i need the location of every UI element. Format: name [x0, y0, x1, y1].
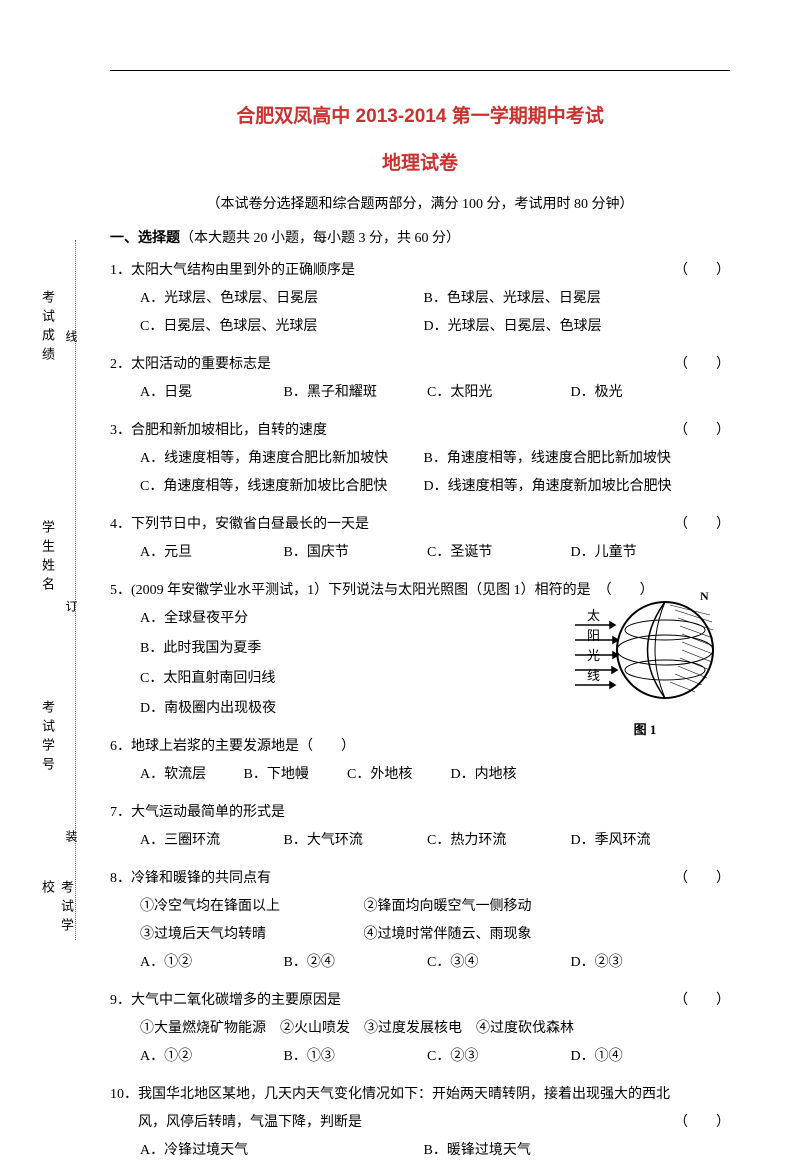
exam-subtitle: 地理试卷 — [110, 148, 730, 175]
marker-ding: 订 — [63, 600, 80, 612]
question-4: 4．下列节日中，安徽省白昼最长的一天是（ ） A．元旦 B．国庆节 C．圣诞节 … — [110, 511, 730, 567]
q2-opt-c: C．太阳光 — [427, 379, 567, 407]
q2-opt-a: A．日冕 — [140, 379, 280, 407]
svg-text:阳: 阳 — [587, 628, 600, 643]
q8-opt-c: C．③④ — [427, 949, 567, 977]
marker-zhuang: 装 — [63, 830, 80, 842]
q7-opt-b: B．大气环流 — [284, 827, 424, 855]
answer-paren: （ ） — [674, 511, 730, 539]
sidebar-label-score: 考试成绩 — [38, 290, 57, 366]
section-1-header: 一、选择题（本大题共 20 小题，每小题 3 分，共 60 分） — [110, 227, 730, 247]
q3-opt-b: B．角速度相等，线速度合肥比新加坡快 — [424, 445, 671, 473]
question-7: 7．大气运动最简单的形式是 A．三圈环流 B．大气环流 C．热力环流 D．季风环… — [110, 799, 730, 855]
question-9: 9．大气中二氧化碳增多的主要原因是（ ） ①大量燃烧矿物能源 ②火山喷发 ③过度… — [110, 987, 730, 1071]
exam-title: 合肥双凤高中 2013-2014 第一学期期中考试 — [110, 101, 730, 128]
q2-opt-d: D．极光 — [571, 379, 711, 407]
question-1: 1．太阳大气结构由里到外的正确顺序是（ ） A．光球层、色球层、日冕层 B．色球… — [110, 257, 730, 341]
q3-opt-d: D．线速度相等，角速度新加坡比合肥快 — [424, 473, 672, 501]
exam-instructions: （本试卷分选择题和综合题两部分，满分 100 分，考试用时 80 分钟） — [110, 193, 730, 213]
section-1-detail: （本大题共 20 小题，每小题 3 分，共 60 分） — [180, 231, 460, 246]
answer-paren: （ ） — [674, 987, 730, 1015]
q3-opt-c: C．角速度相等，线速度新加坡比合肥快 — [140, 473, 420, 501]
q7-opt-a: A．三圈环流 — [140, 827, 280, 855]
q8-s2: ②锋面均向暖空气一侧移动 — [364, 899, 532, 914]
q6-opt-a: A．软流层 — [140, 761, 240, 789]
answer-paren: （ ） — [674, 257, 730, 285]
q10-text2: 风，风停后转晴，气温下降，判断是（ ） — [110, 1109, 730, 1137]
svg-text:光: 光 — [587, 648, 600, 663]
sidebar-label-name: 学生姓名 — [38, 520, 57, 596]
q9-opt-d: D．①④ — [571, 1043, 711, 1071]
question-6: 6．地球上岩浆的主要发源地是（ ） A．软流层 B．下地幔 C．外地核 D．内地… — [110, 733, 730, 789]
q1-opt-c: C．日冕层、色球层、光球层 — [140, 313, 420, 341]
q8-opt-b: B．②④ — [284, 949, 424, 977]
answer-paren: （ ） — [674, 351, 730, 379]
answer-paren: （ ） — [674, 1109, 730, 1137]
q8-text: 8．冷锋和暖锋的共同点有（ ） — [110, 865, 730, 893]
q1-opt-d: D．光球层、日冕层、色球层 — [424, 313, 602, 341]
answer-paren: （ ） — [674, 417, 730, 445]
q9-sub: ①大量燃烧矿物能源 ②火山喷发 ③过度发展核电 ④过度砍伐森林 — [110, 1015, 730, 1043]
q4-opt-b: B．国庆节 — [284, 539, 424, 567]
marker-xian: 线 — [63, 330, 80, 342]
q9-opt-b: B．①③ — [284, 1043, 424, 1071]
q9-text: 9．大气中二氧化碳增多的主要原因是（ ） — [110, 987, 730, 1015]
question-8: 8．冷锋和暖锋的共同点有（ ） ①冷空气均在锋面以上 ②锋面均向暖空气一侧移动 … — [110, 865, 730, 977]
q10-opt-b: B．暖锋过境天气 — [424, 1137, 531, 1165]
figure-1: N 太 阳 光 线 图 1 — [570, 590, 720, 738]
q6-opt-d: D．内地核 — [451, 761, 551, 789]
sidebar-label-number: 考试学号 — [38, 700, 57, 776]
q6-opt-b: B．下地幔 — [244, 761, 344, 789]
question-2: 2．太阳活动的重要标志是（ ） A．日冕 B．黑子和耀斑 C．太阳光 D．极光 — [110, 351, 730, 407]
q2-text: 2．太阳活动的重要标志是（ ） — [110, 351, 730, 379]
q8-s1: ①冷空气均在锋面以上 — [140, 893, 360, 921]
q2-opt-b: B．黑子和耀斑 — [284, 379, 424, 407]
q4-opt-c: C．圣诞节 — [427, 539, 567, 567]
q8-opt-d: D．②③ — [571, 949, 711, 977]
globe-diagram-icon: N 太 阳 光 线 — [570, 590, 720, 710]
q4-opt-d: D．儿童节 — [571, 539, 711, 567]
q7-text: 7．大气运动最简单的形式是 — [110, 799, 730, 827]
q10-text: 10．我国华北地区某地，几天内天气变化情况如下：开始两天晴转阴，接着出现强大的西… — [110, 1081, 730, 1109]
q4-text: 4．下列节日中，安徽省白昼最长的一天是（ ） — [110, 511, 730, 539]
q1-opt-b: B．色球层、光球层、日冕层 — [424, 285, 601, 313]
fig-n-label: N — [700, 590, 709, 603]
q3-text: 3．合肥和新加坡相比，自转的速度（ ） — [110, 417, 730, 445]
answer-paren: （ ） — [674, 865, 730, 893]
q8-opt-a: A．①② — [140, 949, 280, 977]
q7-opt-d: D．季风环流 — [571, 827, 711, 855]
section-1-label: 一、选择题 — [110, 231, 180, 246]
page-content: 合肥双凤高中 2013-2014 第一学期期中考试 地理试卷 （本试卷分选择题和… — [110, 70, 730, 1175]
q1-opt-a: A．光球层、色球层、日冕层 — [140, 285, 420, 313]
q6-opt-c: C．外地核 — [347, 761, 447, 789]
q8-s3: ③过境后天气均转晴 — [140, 921, 360, 949]
q9-opt-c: C．②③ — [427, 1043, 567, 1071]
q10-opt-a: A．冷锋过境天气 — [140, 1137, 420, 1165]
q7-opt-c: C．热力环流 — [427, 827, 567, 855]
binding-margin: 考试学校 考试学号 学生姓名 考试成绩 装 订 线 — [30, 240, 90, 940]
svg-text:线: 线 — [587, 668, 600, 683]
svg-text:太: 太 — [587, 608, 600, 623]
q3-opt-a: A．线速度相等，角速度合肥比新加坡快 — [140, 445, 420, 473]
q9-opt-a: A．①② — [140, 1043, 280, 1071]
q4-opt-a: A．元旦 — [140, 539, 280, 567]
q6-text: 6．地球上岩浆的主要发源地是（ ） — [110, 733, 730, 761]
question-3: 3．合肥和新加坡相比，自转的速度（ ） A．线速度相等，角速度合肥比新加坡快 B… — [110, 417, 730, 501]
q1-text: 1．太阳大气结构由里到外的正确顺序是（ ） — [110, 257, 730, 285]
top-rule — [110, 70, 730, 71]
q8-s4: ④过境时常伴随云、雨现象 — [364, 927, 532, 942]
sidebar-label-school: 考试学校 — [38, 880, 76, 940]
question-10: 10．我国华北地区某地，几天内天气变化情况如下：开始两天晴转阴，接着出现强大的西… — [110, 1081, 730, 1165]
